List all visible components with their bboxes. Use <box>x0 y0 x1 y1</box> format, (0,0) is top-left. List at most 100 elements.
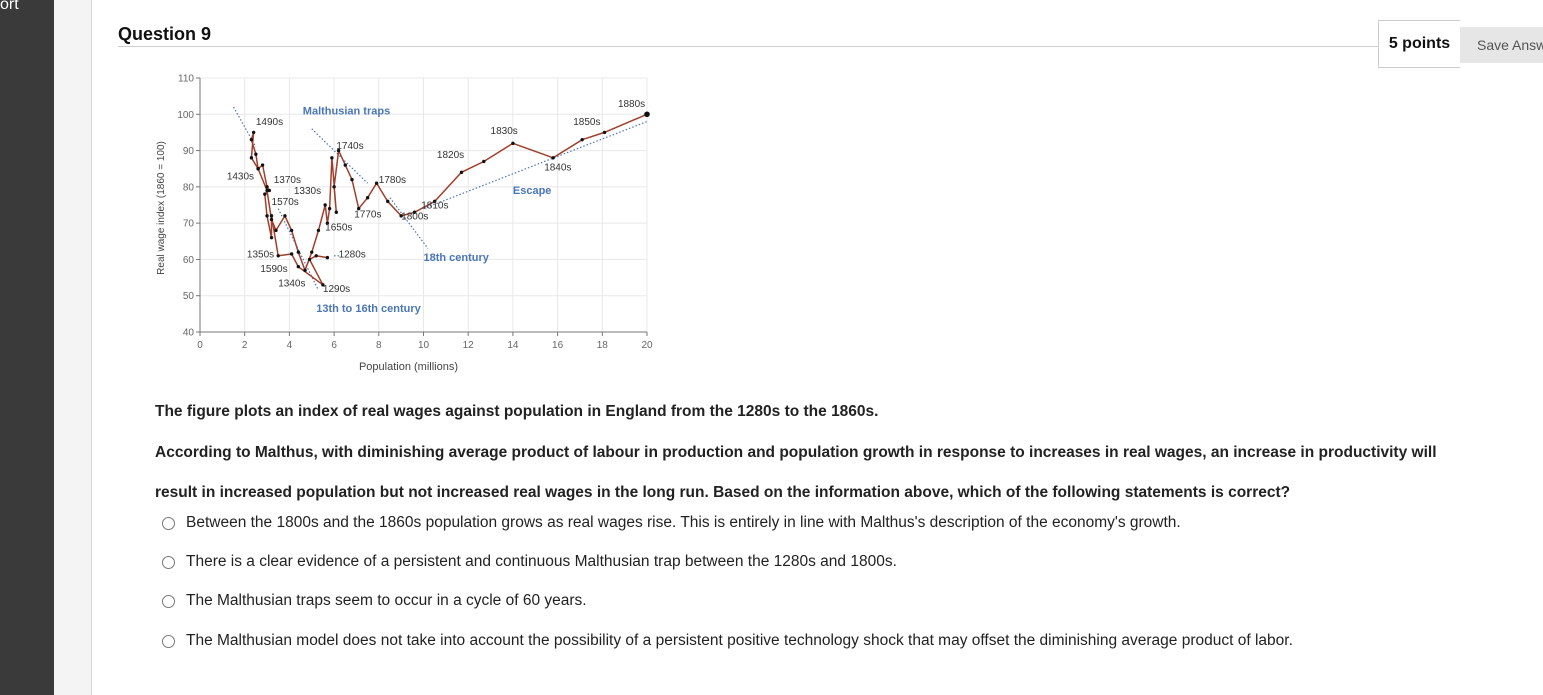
question-stem-2: According to Malthus, with diminishing a… <box>155 444 1437 461</box>
data-point <box>289 228 294 233</box>
annotation-label: 13th to 16th century <box>316 303 421 315</box>
radio-button[interactable] <box>162 555 175 569</box>
point-label: 1820s <box>437 150 464 161</box>
point-label: 1590s <box>260 264 287 275</box>
point-label: 1650s <box>325 222 352 233</box>
point-label: 1330s <box>294 186 321 197</box>
point-label: 1370s <box>274 175 301 186</box>
data-point <box>269 235 274 240</box>
data-point <box>289 252 294 256</box>
data-point <box>254 152 258 156</box>
point-label: 1840s <box>544 163 571 174</box>
data-point <box>602 130 607 135</box>
data-point <box>269 214 274 218</box>
data-point <box>323 203 327 207</box>
option-text[interactable]: The Malthusian traps seem to occur in a … <box>186 592 587 609</box>
point-label: 1280s <box>339 250 366 261</box>
annotations: Malthusian traps Escape 18th century 13th t… <box>303 105 552 315</box>
answer-option-3[interactable]: The Malthusian traps seem to occur in a … <box>162 592 587 610</box>
point-label: 1810s <box>421 201 448 212</box>
point-label: 1850s <box>573 117 600 128</box>
point-label: 1770s <box>354 210 381 221</box>
data-point <box>374 181 379 185</box>
data-point <box>459 170 464 175</box>
series-line <box>250 113 648 286</box>
option-text[interactable]: There is a clear evidence of a persisten… <box>186 553 897 570</box>
annotation-label: 18th century <box>424 252 490 264</box>
data-point <box>432 199 437 204</box>
data-point <box>274 228 278 233</box>
data-point <box>386 199 390 204</box>
data-point <box>296 264 301 269</box>
data-point <box>310 250 314 254</box>
x-tick-label: 10 <box>418 340 430 351</box>
data-point <box>325 221 330 225</box>
data-point <box>551 156 555 160</box>
point-label: 1350s <box>247 250 274 261</box>
y-tick-label: 40 <box>183 328 195 339</box>
y-tick-label: 110 <box>178 74 194 85</box>
data-point <box>334 210 339 214</box>
trend-line <box>423 120 648 210</box>
point-label: 1430s <box>227 172 254 183</box>
point-label: 1880s <box>618 99 645 110</box>
annotation-label: Malthusian traps <box>303 105 390 117</box>
x-tick-label: 18 <box>597 340 609 351</box>
x-tick-label: 8 <box>376 340 382 351</box>
answer-option-4[interactable]: The Malthusian model does not take into … <box>162 632 1293 650</box>
data-point <box>269 217 274 222</box>
x-tick-label: 4 <box>287 340 293 351</box>
y-tick-label: 90 <box>183 146 195 157</box>
data-point <box>303 268 307 273</box>
data-point <box>283 214 287 218</box>
points-badge: 5 points <box>1378 20 1460 68</box>
data-point <box>399 214 403 218</box>
answer-option-1[interactable]: Between the 1800s and the 1860s populati… <box>162 514 1181 532</box>
data-point <box>336 148 341 153</box>
point-label: 1290s <box>323 284 350 295</box>
y-tick-label: 50 <box>183 291 195 302</box>
sidebar-label[interactable]: ort <box>0 0 19 13</box>
answer-option-2[interactable]: There is a clear evidence of a persisten… <box>162 553 897 571</box>
data-point <box>265 185 269 189</box>
radio-button[interactable] <box>162 516 175 530</box>
sidebar-gutter <box>54 0 92 695</box>
data-point <box>296 250 301 254</box>
data-point <box>412 210 417 214</box>
data-point <box>251 130 256 135</box>
option-text[interactable]: The Malthusian model does not take into … <box>186 632 1293 649</box>
radio-button[interactable] <box>162 634 175 648</box>
series-markers <box>249 111 650 287</box>
data-point <box>330 156 334 160</box>
data-point-end <box>644 111 650 118</box>
annotation-lines <box>233 106 648 291</box>
option-text[interactable]: Between the 1800s and the 1860s populati… <box>186 514 1181 531</box>
radio-button[interactable] <box>162 594 175 608</box>
data-point <box>356 206 361 211</box>
data-point <box>327 206 332 211</box>
chart-axes: 40 50 60 70 80 90 100 110 0 2 4 6 8 10 12 14 16 18 20 <box>177 74 653 352</box>
data-point <box>260 163 265 167</box>
save-answer-button[interactable]: Save Answ <box>1460 27 1543 63</box>
question-stem-3: result in increased population but not i… <box>155 484 1291 501</box>
data-point <box>307 257 312 262</box>
data-point <box>511 141 515 146</box>
point-label: 1830s <box>491 126 518 137</box>
data-point <box>265 214 269 218</box>
question-divider <box>118 46 1378 47</box>
x-tick-label: 20 <box>641 340 653 351</box>
point-label: 1740s <box>336 141 363 152</box>
data-point <box>325 255 330 260</box>
data-point <box>263 192 267 196</box>
point-label: 1800s <box>401 212 428 223</box>
point-label: 1570s <box>272 197 299 208</box>
trend-line <box>277 208 319 291</box>
point-label: 1780s <box>379 175 406 186</box>
data-point <box>321 283 325 287</box>
x-tick-label: 12 <box>463 340 475 351</box>
y-tick-label: 80 <box>183 182 195 193</box>
point-label: 1340s <box>278 279 305 290</box>
x-tick-label: 6 <box>331 340 337 351</box>
sidebar: ort <box>0 0 54 695</box>
